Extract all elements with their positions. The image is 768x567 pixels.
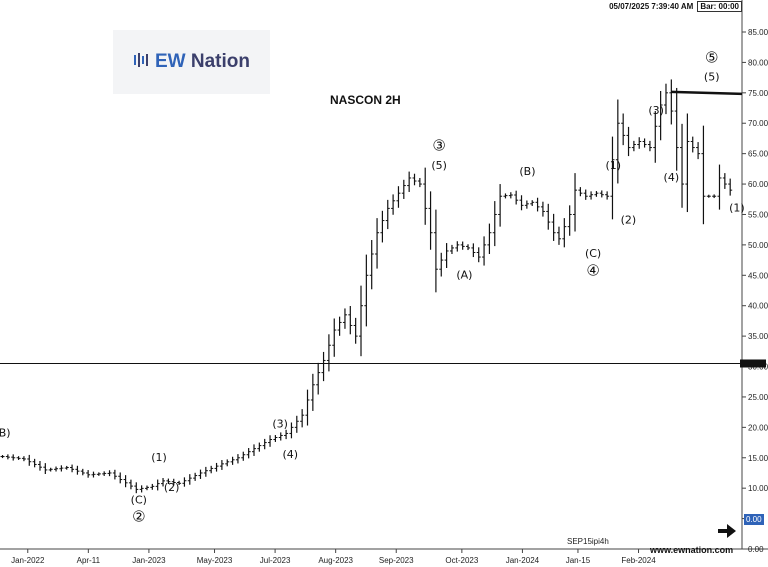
wave-label: ④ <box>586 261 599 279</box>
wave-label: ⑤ <box>705 48 718 66</box>
site-url: www.ewnation.com <box>650 545 734 555</box>
logo-text: EW Nation <box>155 51 250 73</box>
y-tick-label: 50.00 <box>748 241 768 250</box>
y-tick-label: 40.00 <box>748 302 768 311</box>
wave-label: ② <box>132 508 145 526</box>
y-tick-label: 45.00 <box>748 271 768 280</box>
y-tick-label: 10.00 <box>748 484 768 493</box>
y-tick-label: 65.00 <box>748 150 768 159</box>
current-level-marker <box>740 359 766 368</box>
chart-title: NASCON 2H <box>330 93 401 107</box>
x-tick-label: Jan-2023 <box>132 556 166 565</box>
ewnation-logo: EW Nation <box>113 30 270 94</box>
last-price-tag: 0.00 <box>744 514 764 525</box>
wave-label: (B) <box>519 165 535 178</box>
y-tick-label: 85.00 <box>748 28 768 37</box>
x-tick-label: Feb-2024 <box>621 556 656 565</box>
y-tick-label: 55.00 <box>748 210 768 219</box>
wave-label: (C) <box>131 493 147 506</box>
chart-code: SEP15ipi4h <box>567 537 609 546</box>
wave-label: (B) <box>0 426 11 439</box>
x-tick-label: May-2023 <box>197 556 233 565</box>
wave-label: (5) <box>431 159 447 172</box>
wave-label: (3) <box>648 104 664 117</box>
x-tick-label: Jan-2024 <box>506 556 540 565</box>
bars-logo-icon <box>133 52 151 73</box>
logo-suffix: Nation <box>185 51 250 72</box>
wave-label: (C) <box>585 247 601 260</box>
y-tick-label: 35.00 <box>748 332 768 341</box>
wave-label: (1) <box>151 451 167 464</box>
datetime-readout: 05/07/2025 7:39:40 AM <box>609 2 694 11</box>
y-tick-label: 20.00 <box>748 423 768 432</box>
x-tick-label: Apr-11 <box>77 556 101 565</box>
header-status: 05/07/2025 7:39:40 AM Bar: 00:00 <box>609 1 742 12</box>
logo-prefix: EW <box>155 51 186 72</box>
resistance-line <box>671 90 743 96</box>
y-tick-label: 60.00 <box>748 180 768 189</box>
bar-timer: Bar: 00:00 <box>697 1 742 12</box>
y-tick-label: 0.00 <box>748 545 764 554</box>
y-tick-label: 70.00 <box>748 119 768 128</box>
wave-label: (5) <box>704 71 720 84</box>
y-tick-label: 80.00 <box>748 58 768 67</box>
wave-label: (2) <box>164 481 180 494</box>
x-tick-label: Oct-2023 <box>445 556 478 565</box>
wave-label: ③ <box>432 137 445 155</box>
wave-label: (1) <box>729 201 745 214</box>
x-tick-label: Jan-15 <box>566 556 591 565</box>
y-tick-label: 15.00 <box>748 454 768 463</box>
wave-label: (4) <box>664 171 680 184</box>
wave-label: (A) <box>456 268 472 281</box>
wave-label: (1) <box>605 159 621 172</box>
x-tick-label: Aug-2023 <box>318 556 353 565</box>
x-tick-label: Jan-2022 <box>11 556 45 565</box>
y-tick-label: 75.00 <box>748 89 768 98</box>
wave-label: (3) <box>272 417 288 430</box>
y-tick-label: 25.00 <box>748 393 768 402</box>
x-tick-label: Jul-2023 <box>260 556 291 565</box>
x-tick-label: Sep-2023 <box>379 556 414 565</box>
scroll-right-arrow-icon[interactable] <box>718 524 736 538</box>
wave-label: (2) <box>621 214 637 227</box>
wave-label: (4) <box>282 448 298 461</box>
